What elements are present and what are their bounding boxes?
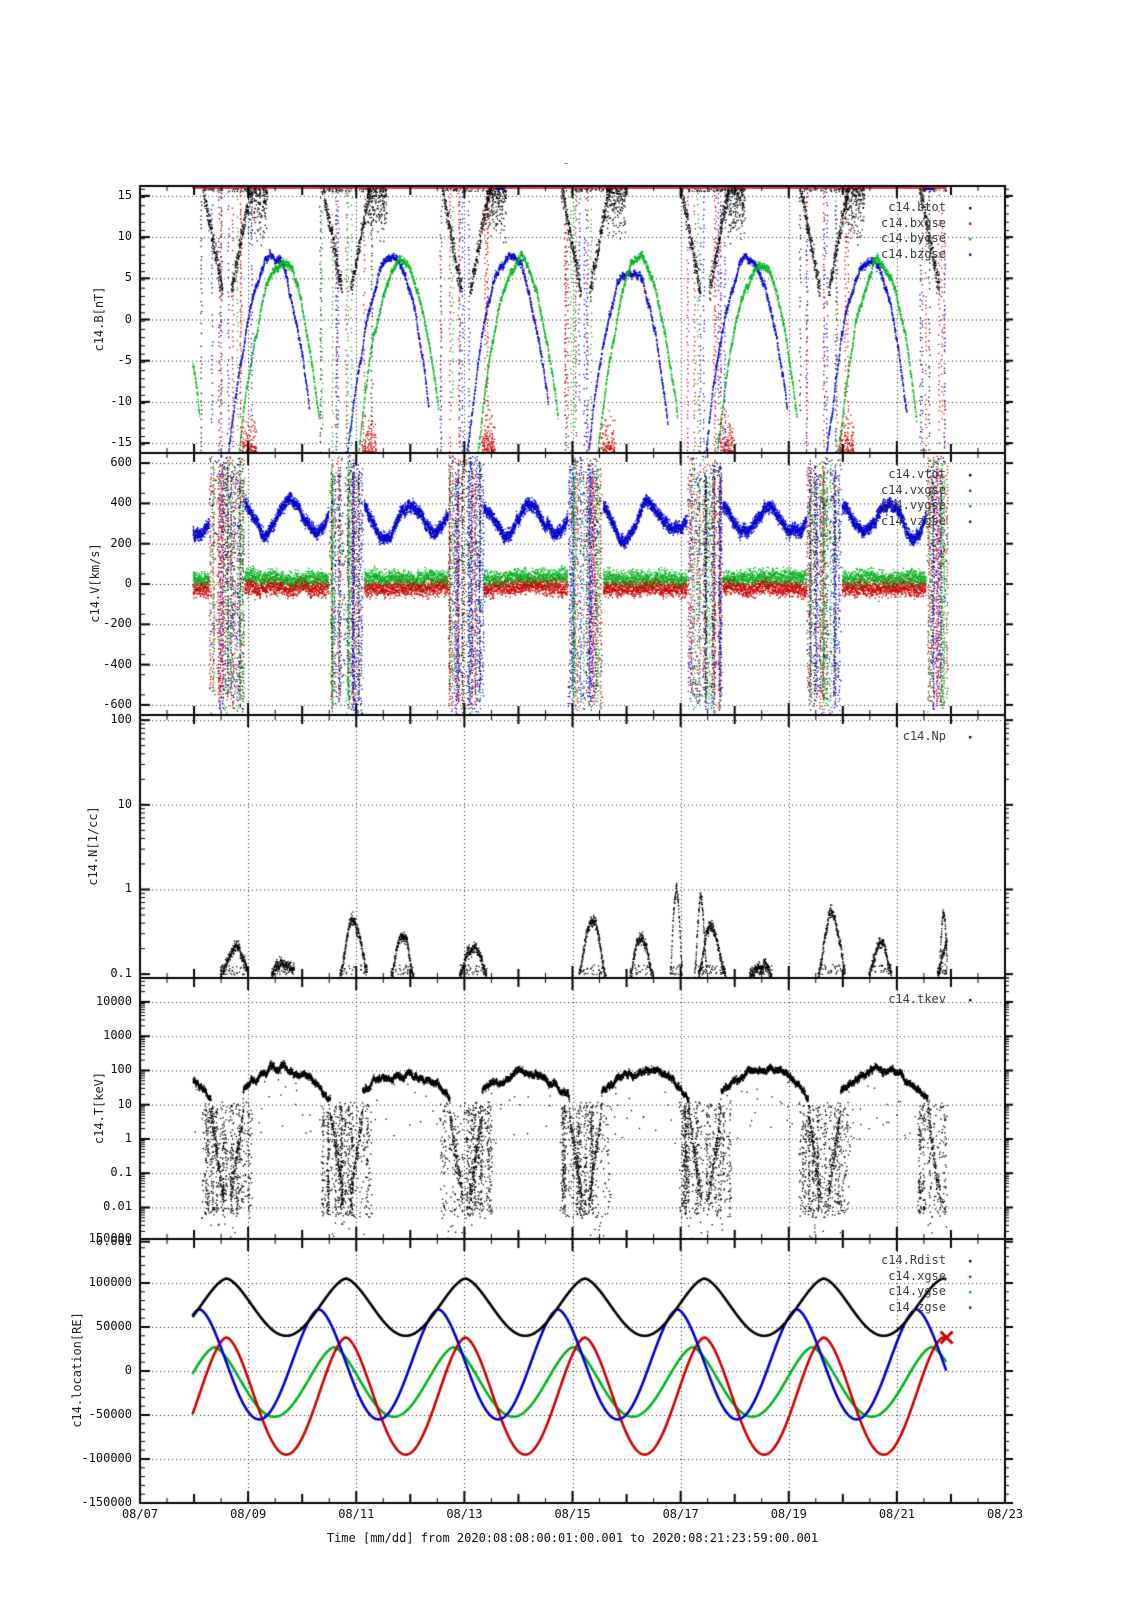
x-tick-label: 08/19	[770, 1507, 807, 1521]
legend-entry: c14.vxgse	[880, 482, 946, 497]
y-tick-label: 100	[110, 712, 132, 727]
legend-entry: c14.vzgse	[880, 513, 946, 528]
y-tick-label: 0.01	[103, 1199, 132, 1214]
legend-entry: c14.vtot	[888, 467, 946, 481]
y-tick-label: 100	[110, 1062, 132, 1077]
y-tick-label: 400	[110, 495, 132, 510]
legend-entry: c14.bygse	[880, 231, 946, 245]
y-tick-label: 10	[117, 229, 132, 244]
y-tick-label: 1	[124, 881, 132, 896]
legend-entry: c14.zgse	[888, 1299, 946, 1314]
legend-entry: c14.bxgse	[880, 215, 946, 230]
y-tick-label: 1000	[103, 1028, 132, 1043]
x-tick-label: 08/15	[554, 1507, 591, 1521]
y-tick-label: -150000	[81, 1495, 132, 1509]
x-tick-label: 08/13	[446, 1507, 483, 1521]
y-tick-label: -200	[103, 616, 132, 631]
y-axis-label: c14.location[RE]	[70, 1312, 84, 1428]
y-tick-label: 200	[110, 535, 132, 550]
y-tick-label: -400	[103, 656, 132, 671]
legend-entry: c14.Np	[902, 729, 946, 743]
legend-entry: c14.tkev	[888, 992, 946, 1006]
y-tick-label: 10	[117, 1096, 132, 1111]
y-tick-label: 15	[117, 187, 132, 202]
y-tick-label: 0	[124, 576, 132, 590]
x-tick-label: 08/11	[338, 1507, 375, 1521]
y-tick-label: 0	[124, 1363, 132, 1377]
y-tick-label: 100000	[88, 1275, 132, 1289]
y-tick-label: 50000	[95, 1319, 132, 1333]
y-tick-label: 10000	[95, 993, 132, 1008]
legend-entry: c14.ygse	[888, 1284, 946, 1298]
y-tick-label: -100000	[81, 1451, 132, 1465]
y-tick-label: -10	[110, 393, 132, 408]
y-axis-label: c14.B[nT]	[92, 285, 106, 352]
x-tick-label: 08/07	[121, 1507, 159, 1521]
y-tick-label: -5	[117, 352, 132, 367]
x-tick-label: 08/09	[230, 1507, 267, 1521]
y-axis-label: c14.V[km/s]	[88, 543, 102, 623]
y-tick-label: 5	[124, 270, 132, 285]
y-tick-label: 10	[117, 796, 132, 811]
y-tick-label: 0.1	[110, 966, 132, 981]
legend-entry: c14.btot	[888, 200, 946, 214]
y-tick-label: 600	[110, 455, 132, 470]
y-axis-label: c14.T[keV]	[92, 1071, 106, 1144]
y-tick-label: 0.1	[110, 1165, 132, 1180]
y-axis-label: c14.N[1/cc]	[86, 805, 100, 886]
y-tick-label: -15	[110, 435, 132, 450]
x-tick-label: 08/23	[986, 1507, 1024, 1521]
y-tick-label: 0	[124, 311, 132, 326]
legend-entry: c14.xgse	[888, 1268, 946, 1283]
x-axis-title: Time [mm/dd] from 2020:08:08:00:01:00.00…	[326, 1531, 819, 1545]
y-tick-label: -600	[103, 696, 132, 711]
x-tick-label: 08/21	[878, 1507, 915, 1521]
y-tick-label: 0.001	[95, 1233, 132, 1248]
x-tick-label: 08/17	[662, 1507, 699, 1521]
y-tick-label: -50000	[88, 1407, 132, 1421]
legend-entry: c14.Rdist	[880, 1253, 946, 1267]
y-tick-label: 150000	[88, 1231, 132, 1245]
legend-entry: c14.bzgse	[880, 246, 946, 261]
plot-title-marker: -	[562, 156, 570, 170]
y-tick-label: 1	[124, 1130, 132, 1145]
legend-entry: c14.vygse	[880, 498, 946, 512]
